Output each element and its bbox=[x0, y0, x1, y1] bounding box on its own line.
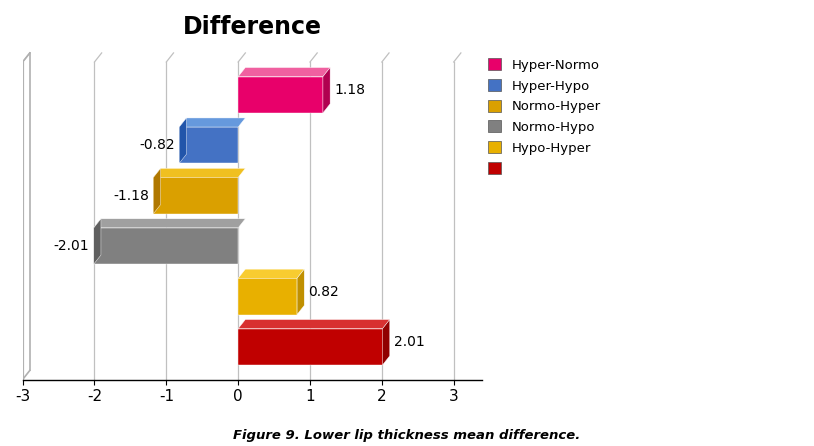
Polygon shape bbox=[239, 269, 304, 278]
Text: -1.18: -1.18 bbox=[113, 189, 149, 202]
Text: 2.01: 2.01 bbox=[394, 335, 425, 349]
Polygon shape bbox=[153, 168, 245, 178]
Polygon shape bbox=[297, 269, 304, 314]
Title: Difference: Difference bbox=[183, 15, 322, 39]
Text: 0.82: 0.82 bbox=[309, 285, 339, 299]
Polygon shape bbox=[94, 219, 101, 264]
Polygon shape bbox=[153, 178, 239, 214]
Polygon shape bbox=[239, 67, 330, 77]
Legend: Hyper-Normo, Hyper-Hypo, Normo-Hyper, Normo-Hypo, Hypo-Hyper, : Hyper-Normo, Hyper-Hypo, Normo-Hyper, No… bbox=[484, 54, 605, 179]
Polygon shape bbox=[153, 168, 160, 214]
Polygon shape bbox=[239, 329, 383, 365]
Polygon shape bbox=[323, 67, 330, 113]
Polygon shape bbox=[179, 127, 239, 163]
Polygon shape bbox=[239, 77, 323, 113]
Polygon shape bbox=[239, 278, 297, 314]
Polygon shape bbox=[94, 219, 245, 228]
Polygon shape bbox=[383, 319, 390, 365]
Polygon shape bbox=[239, 319, 390, 329]
Text: -2.01: -2.01 bbox=[54, 239, 90, 253]
Polygon shape bbox=[179, 118, 186, 163]
Text: 1.18: 1.18 bbox=[335, 83, 365, 97]
Text: Figure 9. Lower lip thickness mean difference.: Figure 9. Lower lip thickness mean diffe… bbox=[234, 429, 580, 442]
Polygon shape bbox=[94, 228, 239, 264]
Polygon shape bbox=[179, 118, 245, 127]
Text: -0.82: -0.82 bbox=[139, 138, 175, 152]
